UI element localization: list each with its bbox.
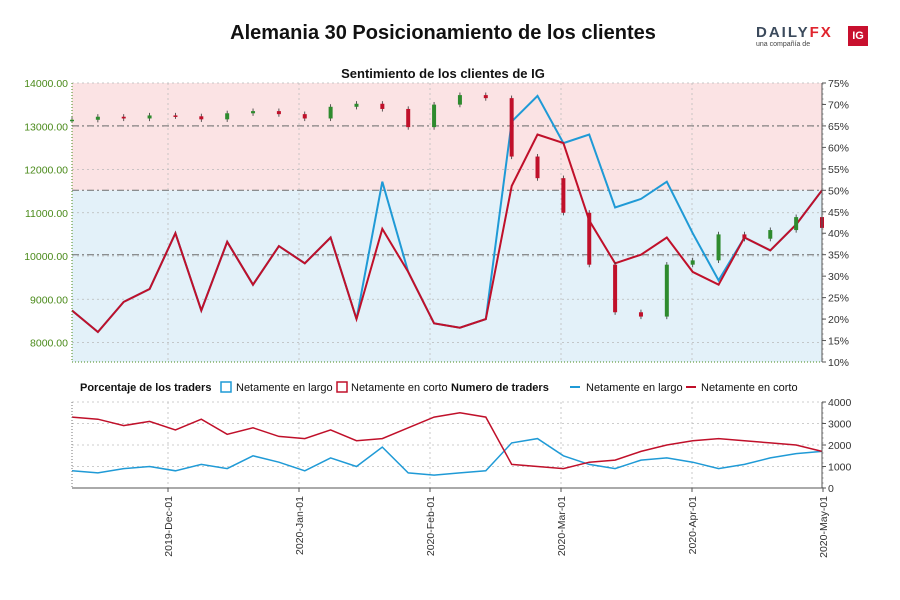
pct-tick-label: 70% — [828, 99, 849, 111]
pct-tick-label: 25% — [828, 293, 849, 305]
date-tick-label: 2020-Jan-01 — [294, 496, 306, 555]
upper-chart-title: Sentimiento de los clientes de IG — [341, 66, 545, 81]
legend-pct-long-swatch — [220, 381, 232, 393]
pct-tick-label: 35% — [828, 250, 849, 262]
traders-line-netamente-en-corto — [71, 412, 823, 470]
upper-axes: 8000.00 9000.00 10000.00 11000.00 12000.00 13… — [24, 78, 849, 369]
dailyfx-logo: DAILYFX una compañía de IG — [756, 24, 868, 50]
legend-pct-short-swatch — [336, 381, 348, 393]
candle-body — [716, 234, 721, 261]
candle-body — [768, 230, 773, 239]
upper-grid — [72, 82, 824, 362]
legend-pct-title: Porcentaje de los traders — [80, 382, 211, 394]
candle-body — [561, 178, 566, 213]
date-tick-label: 2020-Mar-01 — [556, 496, 568, 556]
series-line-netamente-en-corto — [71, 133, 823, 334]
candle-body — [225, 113, 230, 120]
candle-body — [276, 111, 281, 115]
count-tick-label: 4000 — [828, 397, 852, 409]
price-tick-label: 11000.00 — [25, 208, 68, 220]
date-tick-label: 2020-Feb-01 — [425, 496, 437, 556]
upper-plot-background — [72, 83, 822, 362]
price-tick-label: 10000.00 — [24, 251, 68, 263]
legend-num-title: Numero de traders — [451, 382, 549, 394]
count-tick-label: 2000 — [828, 440, 852, 452]
legend: Porcentaje de los traders Netamente en l… — [80, 381, 798, 394]
pct-tick-label: 10% — [828, 357, 849, 369]
pct-tick-label: 40% — [828, 228, 849, 240]
lower-series — [71, 412, 823, 476]
candle-body — [457, 95, 462, 105]
page-title: Alemania 30 Posicionamiento de los clien… — [230, 22, 656, 44]
upper-series — [71, 94, 823, 334]
date-tick-label: 2019-Dec-01 — [163, 496, 175, 557]
candle-body — [380, 103, 385, 109]
candle-body — [690, 260, 695, 265]
candle-body — [432, 104, 437, 128]
candle-body — [328, 106, 333, 119]
traders-line-netamente-en-largo — [71, 437, 823, 476]
brand-tagline: una compañía de — [756, 41, 811, 48]
ig-badge: IG — [848, 26, 868, 46]
candle-body — [483, 95, 488, 99]
pct-tick-label: 75% — [828, 78, 849, 90]
candle-body — [664, 264, 669, 317]
candle-body — [638, 312, 643, 317]
candle-body — [121, 116, 126, 119]
short-zone — [72, 83, 822, 191]
candle-body — [742, 234, 747, 239]
candle-body — [406, 108, 411, 128]
candle-body — [794, 217, 799, 231]
pct-tick-label: 45% — [828, 207, 849, 219]
candle-body — [251, 111, 256, 114]
price-tick-label: 9000.00 — [30, 294, 68, 306]
price-tick-label: 12000.00 — [24, 165, 68, 177]
candle-body — [147, 115, 152, 119]
candle-body — [509, 98, 514, 157]
price-tick-label: 14000.00 — [24, 78, 68, 90]
price-tick-label: 8000.00 — [30, 338, 68, 350]
candle-body — [173, 115, 178, 117]
legend-pct-long-label: Netamente en largo — [236, 382, 333, 394]
legend-num-short-label: Netamente en corto — [701, 382, 798, 394]
candle-body — [199, 116, 204, 120]
count-tick-label: 0 — [828, 483, 834, 495]
lower-axes: 0 1000 2000 3000 4000 2019-Dec-01 2020-Jan-01 2… — [71, 397, 852, 558]
pct-tick-label: 20% — [828, 314, 849, 326]
legend-num-long-label: Netamente en largo — [586, 382, 683, 394]
candle-body — [535, 156, 540, 179]
pct-tick-label: 60% — [828, 142, 849, 154]
count-tick-label: 1000 — [828, 462, 852, 474]
candle-body — [354, 103, 359, 107]
candle-body — [302, 114, 307, 119]
brand-wordmark: DAILYFX — [756, 24, 833, 41]
pct-tick-label: 50% — [828, 185, 849, 197]
pct-tick-label: 65% — [828, 121, 849, 133]
price-candles — [70, 92, 824, 320]
pct-tick-label: 15% — [828, 336, 849, 348]
pct-tick-label: 55% — [828, 164, 849, 176]
price-tick-label: 13000.00 — [24, 121, 68, 133]
candle-body — [587, 212, 592, 265]
candle-body — [95, 116, 100, 120]
candle-body — [70, 119, 74, 122]
legend-pct-short-label: Netamente en corto — [351, 382, 448, 394]
count-tick-label: 3000 — [828, 419, 852, 431]
pct-tick-label: 30% — [828, 271, 849, 283]
long-zone — [72, 190, 822, 362]
date-tick-label: 2020-Apr-01 — [687, 496, 699, 555]
date-tick-label: 2020-May-01 — [818, 496, 830, 558]
candle-body — [613, 264, 618, 313]
